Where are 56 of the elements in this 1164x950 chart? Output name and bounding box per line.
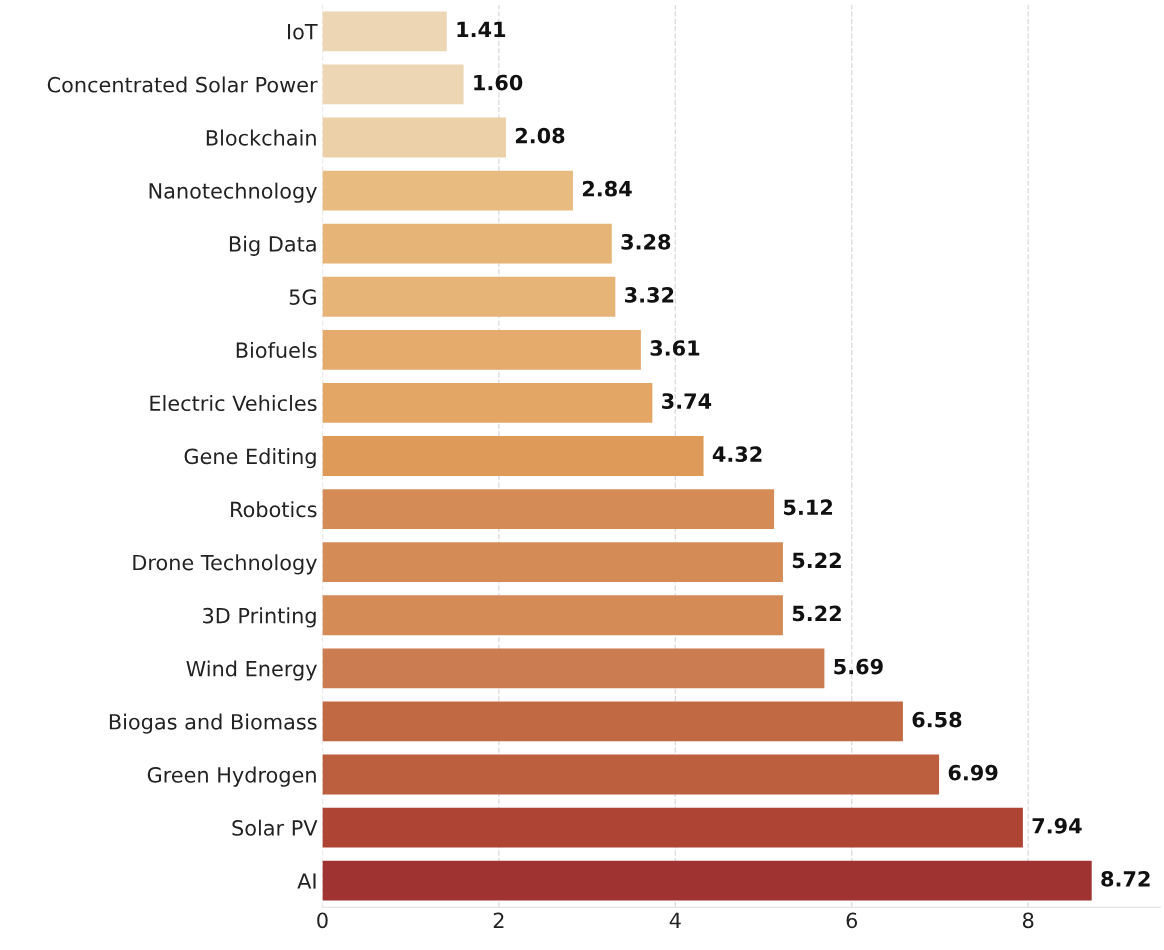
- x-tick-label: 8: [1022, 912, 1034, 929]
- data-label: 3.74: [662, 393, 712, 409]
- y-tick-label: Solar PV: [232, 819, 318, 836]
- bar: [322, 648, 825, 689]
- data-label: 2.08: [515, 127, 565, 144]
- data-label: 4.32: [712, 446, 762, 463]
- bar: [322, 436, 704, 476]
- bar: [322, 383, 653, 423]
- bar: [322, 170, 573, 211]
- y-tick-label: Biogas and Biomass: [109, 713, 317, 734]
- bar: [322, 542, 783, 583]
- y-tick-label: Concentrated Solar Power: [47, 76, 318, 93]
- bar: [322, 595, 783, 636]
- y-tick-label: Blockchain: [206, 129, 316, 146]
- bar: [322, 11, 447, 52]
- y-tick-label: Gene Editing: [184, 448, 316, 469]
- data-label: 2.84: [582, 180, 632, 197]
- y-tick-label: Nanotechnology: [149, 182, 317, 203]
- bar: [322, 807, 1023, 848]
- y-tick-label: AI: [297, 873, 316, 889]
- data-label: 3.61: [650, 340, 700, 356]
- bar: [322, 489, 775, 529]
- y-tick-label: 5G: [289, 289, 316, 305]
- y-tick-label: 3D Printing: [203, 607, 316, 628]
- x-tick-label: 0: [317, 912, 328, 929]
- data-label: 3.32: [625, 287, 674, 303]
- data-label: 7.94: [1032, 817, 1082, 834]
- data-label: 5.22: [792, 552, 841, 569]
- y-tick-label: IoT: [287, 24, 318, 40]
- bar: [322, 117, 506, 158]
- y-tick-label: Robotics: [231, 501, 317, 518]
- data-label: 8.72: [1101, 870, 1150, 887]
- bar: [322, 64, 464, 105]
- data-label: 6.58: [912, 711, 962, 728]
- y-tick-label: Wind Energy: [186, 660, 317, 681]
- y-tick-label: Big Data: [229, 235, 316, 256]
- x-tick-label: 4: [669, 912, 681, 928]
- bar: [322, 860, 1092, 901]
- bar: [322, 329, 641, 370]
- bar: [322, 223, 612, 264]
- data-label: 6.99: [948, 764, 998, 781]
- data-label: 1.60: [474, 74, 523, 91]
- bar: [322, 276, 616, 317]
- y-tick-label: Drone Technology: [133, 554, 317, 575]
- bar: [322, 701, 903, 742]
- y-tick-label: Electric Vehicles: [150, 395, 317, 412]
- x-tick-label: 2: [493, 912, 504, 928]
- data-label: 3.28: [621, 233, 671, 250]
- data-label: 5.22: [792, 605, 841, 622]
- y-tick-label: Green Hydrogen: [147, 766, 316, 787]
- data-label: 5.69: [834, 658, 883, 675]
- bar: [322, 754, 940, 795]
- data-label: 1.41: [457, 21, 506, 38]
- y-tick-label: Biofuels: [236, 341, 317, 359]
- data-label: 5.12: [784, 499, 833, 516]
- x-tick-label: 6: [846, 912, 858, 929]
